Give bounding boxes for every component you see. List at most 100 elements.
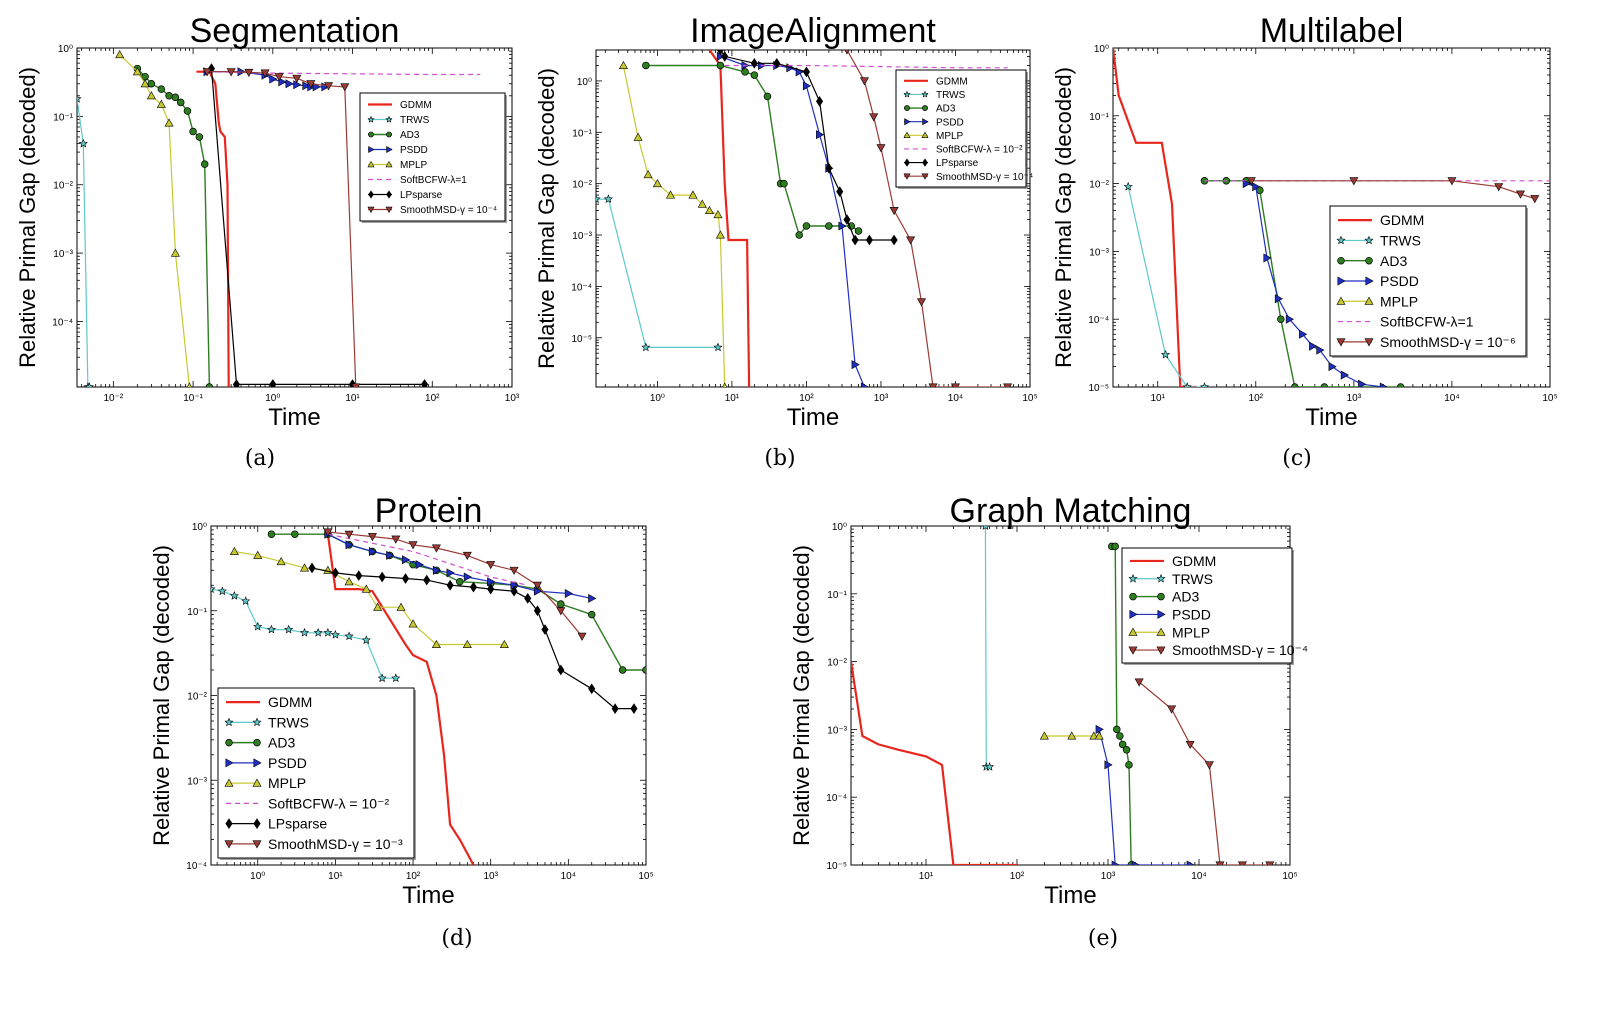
point-ad3 (1111, 542, 1119, 551)
legend-marker (1336, 338, 1346, 347)
point-mplp (140, 79, 150, 88)
series-line-softbcfw (327, 533, 528, 586)
legend-entry: GDMM (400, 100, 432, 111)
point-ad3 (825, 222, 833, 230)
point-ad3 (195, 133, 204, 141)
legend-marker (224, 840, 234, 849)
point-ad3 (780, 179, 788, 188)
series-line-gdmm (708, 50, 751, 387)
plot-frame (595, 49, 1031, 388)
point-smoothmsd (486, 561, 496, 570)
point-smoothmsd (859, 77, 869, 86)
y-tick-label: 10⁰ (192, 522, 207, 533)
series-line-smoothmsd (207, 71, 357, 387)
legend-marker (253, 818, 261, 829)
legend-entry: MPLP (1172, 624, 1210, 640)
series-line-smoothmsd (846, 50, 1008, 387)
point-psdd (1299, 329, 1308, 339)
y-axis-label: Relative Primal Gap (decoded) (789, 545, 814, 846)
legend-entry: SmoothMSD-γ = 10⁻⁴ (1172, 642, 1308, 658)
point-psdd (285, 79, 294, 89)
chart-multilabel: Multilabel 10¹ 10² 10³ 10⁴ 10⁵ 10⁰ 10⁻¹ 10⁻² 10⁻³… (1051, 12, 1558, 471)
legend-marker (224, 717, 234, 727)
series-line-smoothmsd (1138, 681, 1270, 865)
legend-marker (921, 173, 929, 180)
point-psdd (386, 550, 395, 560)
x-tick-label: 10³ (1347, 393, 1362, 404)
point-psdd (402, 555, 411, 565)
chart-imagealignment: ImageAlignment 10⁰ 10¹ 10² 10³ 10⁴ 10⁵ 10⁰ 10⁻¹ 1… (534, 12, 1038, 471)
point-lpsparse (816, 96, 824, 107)
x-tick-label: 10⁰ (650, 393, 665, 404)
point-ad3 (1396, 383, 1405, 387)
point-smoothmsd (1003, 383, 1013, 387)
point-trws (253, 621, 263, 631)
point-lpsparse (721, 51, 729, 62)
point-smoothmsd (1447, 177, 1457, 186)
legend: GDMM TRWS AD3 PSDD MPLP SoftBCFW-λ = 10⁻² LPsp… (217, 687, 416, 860)
plot-frame (76, 47, 513, 388)
point-smoothmsd (509, 566, 519, 575)
legend-entry: AD3 (1380, 253, 1407, 269)
series-line-psdd (1246, 183, 1384, 387)
y-tick-label: 10⁻³ (572, 231, 592, 242)
point-smoothmsd (344, 530, 354, 539)
x-tick-label: 10⁴ (1191, 871, 1206, 882)
point-ad3 (763, 92, 772, 101)
x-tick-label: 10³ (483, 871, 498, 882)
legend-marker (922, 158, 928, 167)
series-line-smoothmsd (1251, 180, 1535, 200)
point-smoothmsd (306, 80, 316, 89)
y-tick-label: 10⁻⁴ (826, 793, 847, 804)
legend-marker (1129, 592, 1137, 601)
point-lpsparse (825, 162, 833, 174)
legend-marker (922, 105, 928, 111)
point-smoothmsd (906, 236, 916, 245)
point-mplp (722, 382, 728, 387)
point-psdd (1263, 253, 1272, 263)
point-lpsparse (716, 50, 724, 56)
legend-marker (385, 115, 393, 123)
point-smoothmsd (928, 383, 938, 387)
legend-marker (367, 115, 375, 123)
point-ad3 (741, 68, 749, 76)
legend-marker (225, 758, 234, 768)
legend-marker (921, 90, 929, 98)
series-line-trws (77, 98, 90, 387)
point-trws (330, 630, 340, 639)
point-psdd (1111, 860, 1120, 865)
point-mplp (704, 205, 714, 215)
legend-marker (1337, 276, 1346, 286)
point-trws (985, 762, 995, 771)
point-ad3 (587, 610, 596, 619)
point-mplp (146, 91, 156, 100)
legend-box (1121, 547, 1293, 664)
x-tick-label: 10² (1249, 393, 1264, 404)
point-mplp (164, 118, 174, 127)
legend-entry: AD3 (1172, 589, 1199, 605)
point-trws (361, 635, 371, 645)
series-line-mplp (622, 65, 726, 387)
point-smoothmsd (869, 113, 879, 122)
chart-title: ImageAlignment (690, 12, 936, 50)
y-tick-label: 10⁻² (1089, 180, 1109, 191)
legend-entry: SmoothMSD-γ = 10⁻⁶ (1380, 334, 1516, 350)
series-line-ad3 (271, 533, 646, 671)
point-lpsparse (750, 57, 758, 69)
point-lpsparse (355, 570, 363, 581)
legend-marker (367, 206, 375, 214)
x-tick-label: 10⁵ (1542, 393, 1557, 404)
point-smoothmsd (1215, 861, 1225, 865)
point-ad3 (291, 530, 299, 538)
legend-marker (921, 131, 929, 139)
y-tick-label: 10⁻² (187, 692, 207, 703)
point-mplp (186, 382, 192, 387)
point-ad3 (1125, 761, 1133, 769)
point-psdd (487, 577, 496, 587)
chart-title: Segmentation (190, 12, 400, 50)
legend-entry: MPLP (936, 131, 964, 142)
point-trws (641, 342, 651, 352)
series-line-softbcfw (724, 64, 1008, 69)
y-tick-label: 10⁻² (572, 180, 592, 191)
